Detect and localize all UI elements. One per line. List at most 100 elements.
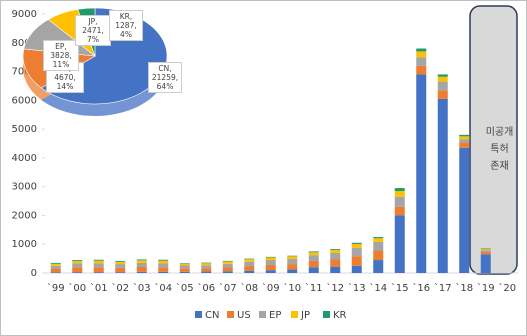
legend-label: CN <box>205 310 219 321</box>
bar <box>50 265 61 269</box>
x-tick-label: `99 <box>47 282 65 294</box>
bar <box>351 242 362 244</box>
unpublished-box <box>469 5 518 275</box>
bar <box>72 260 83 261</box>
x-tick-label: `12 <box>326 282 344 294</box>
bar <box>136 271 147 273</box>
bar <box>480 249 491 251</box>
bar <box>158 267 169 272</box>
bar <box>308 251 319 253</box>
x-tick-label: `20 <box>498 282 516 294</box>
bar <box>244 270 255 273</box>
bar <box>459 136 470 140</box>
y-tick-label: 4000 <box>12 153 37 164</box>
bar <box>222 260 233 262</box>
y-tick-label: 8000 <box>12 38 37 49</box>
pie-label: JP, 2471, 7% <box>75 15 111 46</box>
x-tick-label: `01 <box>90 282 108 294</box>
bar <box>222 271 233 273</box>
bar <box>351 243 362 248</box>
bar <box>158 271 169 273</box>
bar <box>115 267 126 273</box>
bar <box>136 262 147 267</box>
x-tick-label: `09 <box>262 282 280 294</box>
bar <box>158 260 169 264</box>
bar <box>308 252 319 256</box>
bar <box>265 260 276 265</box>
bar <box>93 259 104 261</box>
bar <box>437 74 448 77</box>
bar <box>244 261 255 267</box>
bar <box>115 272 126 273</box>
bar <box>287 255 298 257</box>
legend-swatch <box>323 311 330 318</box>
bar <box>459 139 470 143</box>
x-tick-label: `10 <box>283 282 301 294</box>
bar <box>416 57 427 66</box>
annotation: 존재 <box>490 160 508 172</box>
bar <box>394 190 405 197</box>
legend-swatch <box>291 311 298 318</box>
bar <box>394 206 405 216</box>
bar <box>416 74 427 273</box>
bar <box>50 268 61 273</box>
bar <box>330 252 341 260</box>
bar <box>394 196 405 207</box>
x-tick-label: `17 <box>434 282 452 294</box>
bar <box>50 272 61 273</box>
bar <box>201 268 212 272</box>
bar <box>330 249 341 253</box>
bar <box>287 256 298 259</box>
bar <box>287 258 298 265</box>
bar <box>50 262 61 264</box>
bar <box>480 248 491 250</box>
bar <box>158 259 169 261</box>
bar <box>330 249 341 250</box>
legend-swatch <box>259 311 266 318</box>
bar <box>373 250 384 261</box>
bar <box>115 260 126 262</box>
bar <box>265 257 276 261</box>
x-tick-label: `16 <box>412 282 430 294</box>
x-tick-label: `06 <box>197 282 215 294</box>
x-tick-label: `03 <box>133 282 151 294</box>
pie-label: CN, 21259, 64% <box>148 62 182 93</box>
x-tick-label: `07 <box>219 282 237 294</box>
bar <box>437 90 448 99</box>
y-tick-label: 0 <box>31 268 37 279</box>
bar <box>93 267 104 273</box>
bar <box>394 215 405 273</box>
pie-label: KR, 1287, 4% <box>109 10 143 41</box>
bar <box>459 147 470 273</box>
bar <box>244 259 255 262</box>
y-tick-label: 5000 <box>12 124 37 135</box>
bar <box>201 262 212 264</box>
bar <box>394 188 405 191</box>
bar <box>136 266 147 272</box>
bar <box>416 51 427 58</box>
bar <box>93 272 104 273</box>
x-tick-label: `11 <box>305 282 323 294</box>
bar <box>244 258 255 260</box>
x-tick-label: `05 <box>176 282 194 294</box>
x-tick-label: `13 <box>348 282 366 294</box>
bar <box>416 48 427 52</box>
legend-label: JP <box>300 310 310 321</box>
y-tick-label: 1000 <box>12 239 37 250</box>
x-tick-label: `15 <box>391 282 409 294</box>
bar <box>437 76 448 82</box>
bar <box>179 263 190 266</box>
annotation: 미공개 <box>486 126 514 138</box>
bar <box>72 267 83 273</box>
bar <box>222 267 233 272</box>
bar <box>72 272 83 273</box>
bar <box>437 98 448 274</box>
bar <box>244 266 255 271</box>
bar <box>287 269 298 273</box>
legend-label: KR <box>333 310 347 321</box>
bar <box>179 271 190 273</box>
bar <box>373 241 384 251</box>
bar <box>437 81 448 91</box>
x-tick-label: `08 <box>240 282 258 294</box>
